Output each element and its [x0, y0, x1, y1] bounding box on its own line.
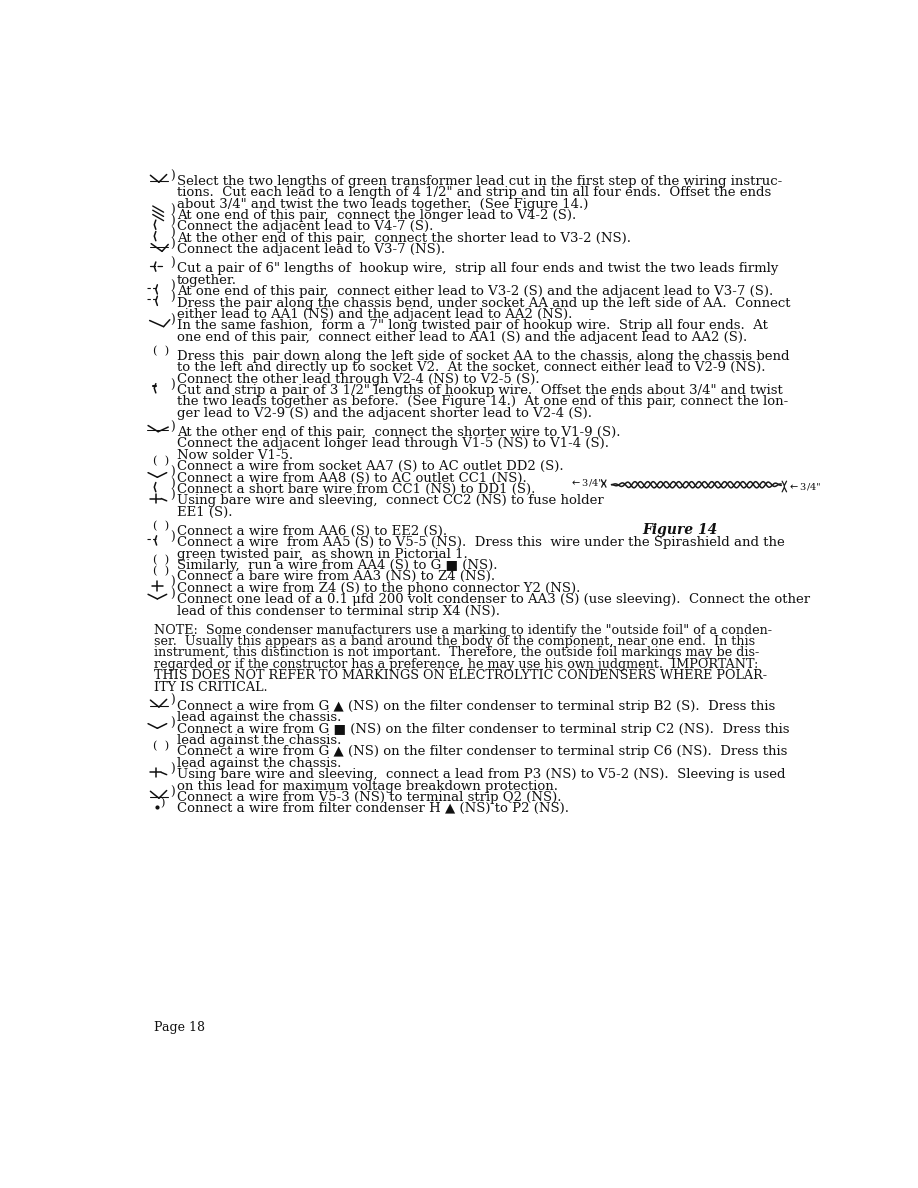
Text: At the other end of this pair,  connect the shorter lead to V3-2 (NS).: At the other end of this pair, connect t…: [177, 232, 631, 245]
Text: ): ): [170, 576, 174, 589]
Text: Now solder V1-5.: Now solder V1-5.: [177, 449, 293, 462]
Text: green twisted pair,  as shown in Pictorial 1.: green twisted pair, as shown in Pictoria…: [177, 548, 467, 561]
Text: tions.  Cut each lead to a length of 4 1/2" and strip and tin all four ends.  Of: tions. Cut each lead to a length of 4 1/…: [177, 187, 771, 200]
Text: ): ): [170, 257, 174, 270]
Text: either lead to AA1 (NS) and the adjacent lead to AA2 (NS).: either lead to AA1 (NS) and the adjacent…: [177, 308, 572, 321]
Text: Using bare wire and sleeving,  connect CC2 (NS) to fuse holder: Using bare wire and sleeving, connect CC…: [177, 494, 603, 507]
Text: Connect a wire from filter condenser H ▲ (NS) to P2 (NS).: Connect a wire from filter condenser H ▲…: [177, 802, 569, 815]
Text: ): ): [170, 238, 174, 251]
Text: lead against the chassis.: lead against the chassis.: [177, 734, 341, 747]
Text: ITY IS CRITICAL.: ITY IS CRITICAL.: [153, 681, 267, 694]
Text: the two leads together as before.  (See Figure 14.)  At one end of this pair, co: the two leads together as before. (See F…: [177, 396, 788, 409]
Text: Connect a bare wire from AA3 (NS) to Z4 (NS).: Connect a bare wire from AA3 (NS) to Z4 …: [177, 570, 495, 583]
Text: Dress the pair along the chassis bend, under socket AA and up the left side of A: Dress the pair along the chassis bend, u…: [177, 297, 790, 310]
Text: Connect a wire from AA8 (S) to AC outlet CC1 (NS).: Connect a wire from AA8 (S) to AC outlet…: [177, 472, 527, 485]
Text: lead against the chassis.: lead against the chassis.: [177, 712, 341, 725]
Text: ): ): [170, 379, 174, 392]
Text: ): ): [161, 798, 165, 809]
Text: ): ): [170, 531, 174, 544]
Text: Connect the adjacent lead to V4-7 (S).: Connect the adjacent lead to V4-7 (S).: [177, 221, 433, 234]
Text: ): ): [170, 588, 174, 601]
Text: ): ): [170, 489, 174, 503]
Text: Connect one lead of a 0.1 μfd 200 volt condenser to AA3 (S) (use sleeving).  Con: Connect one lead of a 0.1 μfd 200 volt c…: [177, 593, 810, 606]
Text: one end of this pair,  connect either lead to AA1 (S) and the adjacent lead to A: one end of this pair, connect either lea…: [177, 330, 747, 343]
Text: lead of this condenser to terminal strip X4 (NS).: lead of this condenser to terminal strip…: [177, 605, 499, 618]
Text: ): ): [170, 695, 174, 707]
Text: to the left and directly up to socket V2.  At the socket, connect either lead to: to the left and directly up to socket V2…: [177, 361, 766, 374]
Text: NOTE:  Some condenser manufacturers use a marking to identify the "outside foil": NOTE: Some condenser manufacturers use a…: [153, 624, 771, 637]
Text: ): ): [170, 478, 174, 491]
Text: $\leftarrow$3/4": $\leftarrow$3/4": [570, 476, 603, 488]
Text: Dress this  pair down along the left side of socket AA to the chassis, along the: Dress this pair down along the left side…: [177, 349, 789, 362]
Text: At one end of this pair,  connect the longer lead to V4-2 (S).: At one end of this pair, connect the lon…: [177, 209, 576, 222]
Text: (  ): ( ): [152, 567, 169, 576]
Text: ser.  Usually this appears as a band around the body of the component, near one : ser. Usually this appears as a band arou…: [153, 636, 755, 647]
Text: ): ): [170, 785, 174, 798]
Text: Cut and strip a pair of 3 1/2" lengths of hookup wire.  Offset the ends about 3/: Cut and strip a pair of 3 1/2" lengths o…: [177, 384, 782, 397]
Text: In the same fashion,  form a 7" long twisted pair of hookup wire.  Strip all fou: In the same fashion, form a 7" long twis…: [177, 320, 767, 333]
Text: about 3/4" and twist the two leads together.  (See Figure 14.): about 3/4" and twist the two leads toget…: [177, 197, 588, 210]
Text: Connect a wire  from AA5 (S) to V5-5 (NS).  Dress this  wire under the Spirashie: Connect a wire from AA5 (S) to V5-5 (NS)…: [177, 536, 785, 549]
Text: on this lead for maximum voltage breakdown protection.: on this lead for maximum voltage breakdo…: [177, 779, 558, 792]
Text: Connect a wire from Z4 (S) to the phono connector Y2 (NS).: Connect a wire from Z4 (S) to the phono …: [177, 582, 580, 595]
Text: Connect the adjacent lead to V3-7 (NS).: Connect the adjacent lead to V3-7 (NS).: [177, 244, 445, 257]
Text: together.: together.: [177, 273, 237, 286]
Text: Similarly,  run a wire from AA4 (S) to G ■ (NS).: Similarly, run a wire from AA4 (S) to G …: [177, 560, 498, 571]
Text: Connect the other lead through V2-4 (NS) to V2-5 (S).: Connect the other lead through V2-4 (NS)…: [177, 373, 540, 386]
Text: Connect a wire from G ▲ (NS) on the filter condenser to terminal strip C6 (NS). : Connect a wire from G ▲ (NS) on the filt…: [177, 745, 787, 758]
Text: ): ): [170, 215, 174, 228]
Text: At the other end of this pair,  connect the shorter wire to V1-9 (S).: At the other end of this pair, connect t…: [177, 426, 621, 438]
Text: ): ): [170, 291, 174, 304]
Text: Connect a short bare wire from CC1 (NS) to DD1 (S).: Connect a short bare wire from CC1 (NS) …: [177, 482, 535, 495]
Text: ): ): [170, 763, 174, 776]
Text: (  ): ( ): [152, 456, 169, 467]
Text: Select the two lengths of green transformer lead cut in the first step of the wi: Select the two lengths of green transfor…: [177, 175, 782, 188]
Text: ger lead to V2-9 (S) and the adjacent shorter lead to V2-4 (S).: ger lead to V2-9 (S) and the adjacent sh…: [177, 406, 592, 419]
Text: (  ): ( ): [152, 520, 169, 531]
Text: Page 18: Page 18: [153, 1022, 205, 1035]
Text: Connect a wire from G ■ (NS) on the filter condenser to terminal strip C2 (NS). : Connect a wire from G ■ (NS) on the filt…: [177, 722, 789, 735]
Text: ): ): [170, 466, 174, 479]
Text: Connect a wire from socket AA7 (S) to AC outlet DD2 (S).: Connect a wire from socket AA7 (S) to AC…: [177, 460, 564, 473]
Text: ): ): [170, 170, 174, 183]
Text: (  ): ( ): [152, 555, 169, 565]
Text: lead against the chassis.: lead against the chassis.: [177, 757, 341, 770]
Text: instrument, this distinction is not important.  Therefore, the outside foil mark: instrument, this distinction is not impo…: [153, 646, 759, 659]
Text: Figure 14: Figure 14: [643, 523, 718, 537]
Text: (  ): ( ): [152, 346, 169, 356]
Text: regarded or if the constructor has a preference, he may use his own judgment.  I: regarded or if the constructor has a pre…: [153, 658, 758, 671]
Text: Connect a wire from G ▲ (NS) on the filter condenser to terminal strip B2 (S).  : Connect a wire from G ▲ (NS) on the filt…: [177, 700, 775, 713]
Text: ): ): [170, 280, 174, 292]
Text: THIS DOES NOT REFER TO MARKINGS ON ELECTROLYTIC CONDENSERS WHERE POLAR-: THIS DOES NOT REFER TO MARKINGS ON ELECT…: [153, 669, 767, 682]
Text: Cut a pair of 6" lengths of  hookup wire,  strip all four ends and twist the two: Cut a pair of 6" lengths of hookup wire,…: [177, 263, 778, 276]
Text: Connect a wire from V5-3 (NS) to terminal strip Q2 (NS).: Connect a wire from V5-3 (NS) to termina…: [177, 791, 561, 804]
Text: ): ): [170, 227, 174, 240]
Text: Connect the adjacent longer lead through V1-5 (NS) to V1-4 (S).: Connect the adjacent longer lead through…: [177, 437, 609, 450]
Text: ): ): [170, 421, 174, 434]
Text: $\leftarrow$3/4": $\leftarrow$3/4": [789, 481, 822, 492]
Text: At one end of this pair,  connect either lead to V3-2 (S) and the adjacent lead : At one end of this pair, connect either …: [177, 285, 773, 298]
Text: EE1 (S).: EE1 (S).: [177, 506, 232, 519]
Text: Connect a wire from AA6 (S) to EE2 (S).: Connect a wire from AA6 (S) to EE2 (S).: [177, 525, 447, 538]
Text: Using bare wire and sleeving,  connect a lead from P3 (NS) to V5-2 (NS).  Sleevi: Using bare wire and sleeving, connect a …: [177, 769, 785, 781]
Text: ): ): [170, 314, 174, 327]
Text: (  ): ( ): [152, 741, 169, 752]
Text: ): ): [170, 204, 174, 216]
Text: ): ): [170, 718, 174, 731]
